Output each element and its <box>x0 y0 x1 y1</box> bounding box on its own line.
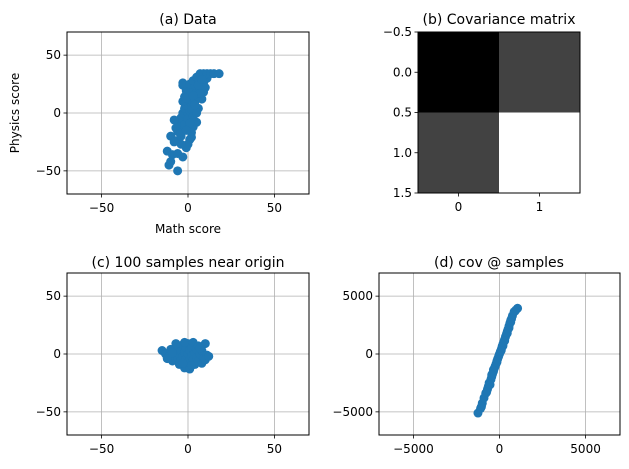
panel-c-points <box>157 337 214 374</box>
pc-point <box>204 351 214 361</box>
panel-b-cell <box>418 112 499 193</box>
pa-point <box>190 100 200 110</box>
pa-ytick-label: 0 <box>53 106 61 120</box>
pc-point <box>180 337 190 347</box>
panel-c-ticks: −50 0 50 −50 0 50 <box>36 289 282 456</box>
pb-ytick-label: −0.5 <box>383 25 412 39</box>
pc-ytick-label: −50 <box>36 405 61 419</box>
pa-point <box>195 88 205 98</box>
panel-c-title: (c) 100 samples near origin <box>91 255 284 271</box>
pd-point <box>510 306 520 316</box>
pb-ytick-label: 0.5 <box>393 106 412 120</box>
pc-point <box>167 348 177 358</box>
pa-point <box>176 139 186 149</box>
pd-point <box>492 357 502 367</box>
pa-xtick-label: 0 <box>184 201 192 215</box>
panel-d-title: (d) cov @ samples <box>434 255 564 271</box>
pa-point <box>178 152 188 162</box>
panel-b-title: (b) Covariance matrix <box>423 12 576 28</box>
panel-b: (b) Covariance matrix 0 1 −0.5 0.0 0.5 1.0 1.5 <box>383 12 581 214</box>
panel-c: (c) 100 samples near origin −50 0 50 −50 0 50 <box>36 255 310 456</box>
panel-b-cells <box>418 32 580 193</box>
pd-xtick-label: 5000 <box>570 442 601 456</box>
panel-a-ylabel: Physics score <box>8 73 22 153</box>
pd-point <box>482 387 492 397</box>
pd-point <box>487 370 497 380</box>
pc-point <box>186 361 196 371</box>
panel-a-xlabel: Math score <box>155 222 221 236</box>
panel-d-ticks: −5000 0 5000 −5000 0 5000 <box>332 289 600 456</box>
pa-point <box>197 74 207 84</box>
pa-point <box>181 125 191 135</box>
pa-point <box>200 83 210 93</box>
pc-ytick-label: 50 <box>46 289 61 303</box>
pd-point <box>485 380 495 390</box>
pb-ytick-label: 0.0 <box>393 65 412 79</box>
pa-point <box>185 118 195 128</box>
pa-point <box>214 69 224 79</box>
pd-xtick-label: −5000 <box>393 442 434 456</box>
pc-xtick-label: 50 <box>267 442 282 456</box>
pc-point <box>195 343 205 353</box>
panel-a-points <box>162 69 224 176</box>
pb-xtick-label: 1 <box>536 200 544 214</box>
pc-xtick-label: 0 <box>184 442 192 456</box>
pc-point <box>178 358 188 368</box>
pc-xtick-label: −50 <box>89 442 114 456</box>
pd-ytick-label: 0 <box>365 347 373 361</box>
pd-point <box>476 402 486 412</box>
pa-ytick-label: 50 <box>46 48 61 62</box>
pa-point <box>169 137 179 147</box>
panel-d-points <box>473 303 523 418</box>
pc-point <box>171 339 181 349</box>
pc-ytick-label: 0 <box>53 347 61 361</box>
panel-a: (a) Data −50 0 50 −50 0 50 Math score Physics… <box>8 12 310 236</box>
pb-ytick-label: 1.0 <box>393 146 412 160</box>
panel-b-cell <box>499 32 580 113</box>
pd-ytick-label: 5000 <box>342 289 373 303</box>
pa-xtick-label: −50 <box>89 201 114 215</box>
pb-ytick-label: 1.5 <box>393 186 412 200</box>
panel-c-grid <box>67 273 309 435</box>
pd-point <box>496 346 506 356</box>
panel-b-cell <box>418 32 499 113</box>
panel-a-ticks: −50 0 50 −50 0 50 <box>36 48 282 215</box>
pa-point <box>178 78 188 88</box>
panel-b-cell <box>499 112 580 193</box>
pa-xtick-label: 50 <box>267 201 282 215</box>
panel-d: (d) cov @ samples −5000 0 5000 −5000 0 5000 <box>332 255 621 456</box>
pa-point <box>181 93 191 103</box>
pd-ytick-label: −5000 <box>332 405 373 419</box>
pd-point <box>506 317 516 327</box>
pa-ytick-label: −50 <box>36 164 61 178</box>
pc-point <box>162 354 172 364</box>
pa-point <box>192 108 202 118</box>
pa-point <box>166 157 176 167</box>
pa-point <box>173 166 183 176</box>
panel-b-ticks: 0 1 −0.5 0.0 0.5 1.0 1.5 <box>383 25 543 214</box>
pa-point <box>186 132 196 142</box>
pb-xtick-label: 0 <box>455 200 463 214</box>
pd-point <box>500 336 510 346</box>
panel-a-title: (a) Data <box>159 12 216 28</box>
pd-xtick-label: 0 <box>496 442 504 456</box>
pa-point <box>169 115 179 125</box>
pa-point <box>188 91 198 101</box>
